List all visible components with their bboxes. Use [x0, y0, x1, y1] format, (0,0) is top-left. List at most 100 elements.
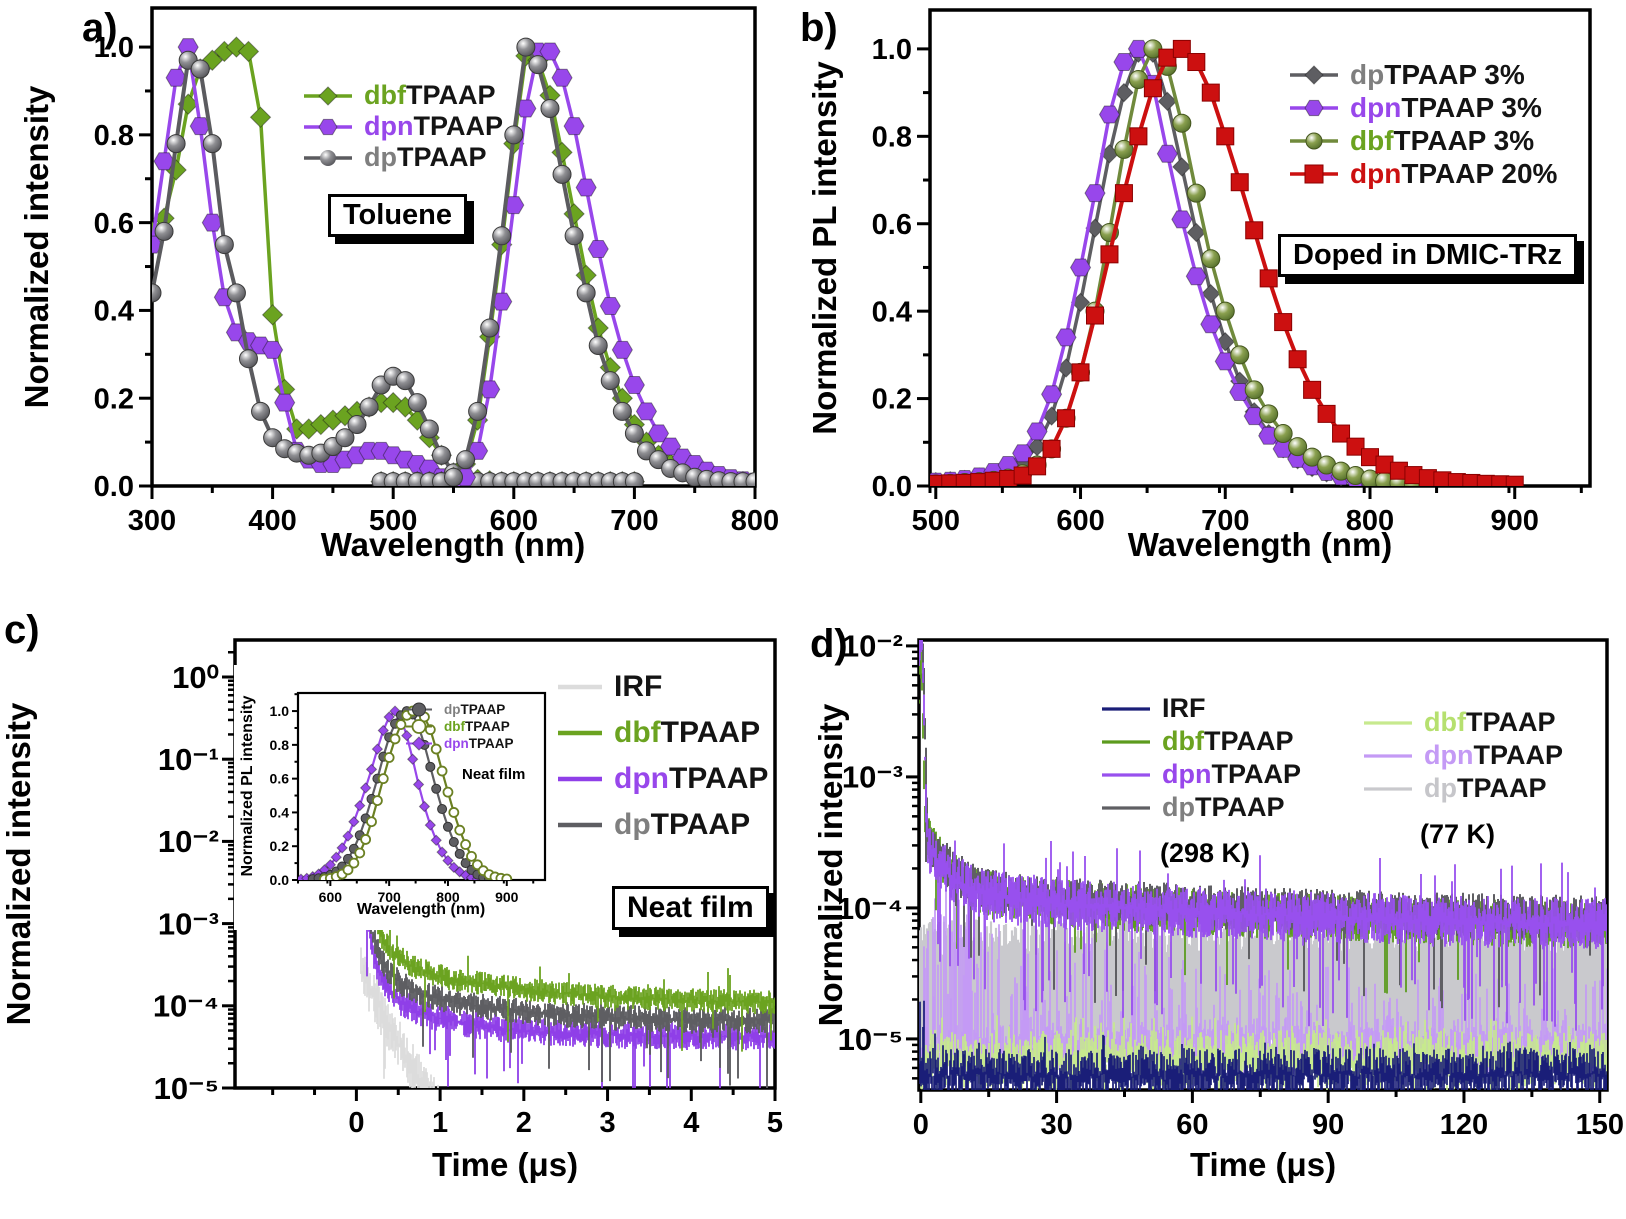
- panel-d-legend-77K: dbfTPAAP dpnTPAAP dpTPAAP (77 K): [1362, 706, 1563, 850]
- line-marker-icon: [1364, 786, 1412, 791]
- svg-text:0: 0: [913, 1109, 929, 1141]
- panel-a-annotation: Toluene: [328, 194, 468, 237]
- legend-item-0: dpTPAAP: [404, 701, 514, 718]
- legend-item-0: IRF: [556, 664, 768, 710]
- svg-text:Time (μs): Time (μs): [1190, 1146, 1336, 1183]
- svg-text:0.6: 0.6: [872, 209, 912, 241]
- svg-text:10⁻¹: 10⁻¹: [158, 742, 219, 777]
- legend-item-label: IRF: [614, 670, 663, 703]
- panel-c: c) 0 1 2 3 4 5 10⁰ 10⁻¹ 10⁻² 10⁻³ 10⁻⁴ 10⁻⁵ Time (μs…: [0, 598, 790, 1219]
- panel-c-legend: IRF dbfTPAAP dpnTPAAP dpTPAAP: [556, 664, 768, 848]
- svg-text:90: 90: [1312, 1109, 1344, 1141]
- legend-item-3: dpnTPAAP 20%: [1288, 157, 1557, 190]
- panel-d-legend-298K: IRF dbfTPAAP dpnTPAAP dpTPAAP (298 K): [1100, 692, 1301, 869]
- svg-text:400: 400: [248, 505, 296, 537]
- legend-item-label: dpnTPAAP 3%: [1350, 91, 1542, 123]
- legend-item-1: dpnTPAAP: [302, 111, 503, 142]
- panel-b: b) 500 600 700 800 900 0.0 0.2 0.4 0.6 0.8 1.0 Wave…: [790, 0, 1626, 598]
- svg-text:900: 900: [1491, 505, 1539, 537]
- svg-text:Normalized intensity: Normalized intensity: [0, 702, 37, 1025]
- panel-d-plot: 0 30 60 90 120 150 10⁻² 10⁻³ 10⁻⁴ 10⁻⁵ Time (μs) No…: [812, 629, 1624, 1183]
- legend-item-label: dpnTPAAP: [1424, 740, 1563, 770]
- legend-item-1: dpnTPAAP 3%: [1288, 91, 1557, 124]
- legend-item-0: dpTPAAP 3%: [1288, 58, 1557, 91]
- svg-text:Normalized intensity: Normalized intensity: [812, 703, 849, 1026]
- line-marker-icon: [1102, 706, 1150, 711]
- legend-item-2: dpnTPAAP: [556, 756, 768, 802]
- line-marker-icon: [558, 776, 602, 782]
- svg-text:700: 700: [610, 505, 658, 537]
- legend-item-3: dpTPAAP: [1100, 791, 1301, 824]
- svg-text:500: 500: [369, 505, 417, 537]
- legend-caption-298K: (298 K): [1160, 838, 1251, 868]
- line-marker-icon: [558, 730, 602, 736]
- svg-text:5: 5: [767, 1107, 783, 1139]
- line-marker-icon: [558, 822, 602, 828]
- svg-text:0.0: 0.0: [94, 471, 134, 503]
- panel-a-plot: 300 400 500 600 700 800 0.0 0.2 0.4 0.6 0.8 1.0 Wave…: [18, 6, 779, 563]
- svg-text:1.0: 1.0: [872, 34, 912, 66]
- panel-a-legend: dbfTPAAP dpnTPAAP dpTPAAP: [302, 80, 503, 173]
- panel-c-inset-annotation: Neat film: [462, 766, 526, 783]
- diamond-marker-icon: [304, 85, 352, 106]
- legend-item-2: dpTPAAP: [302, 142, 503, 173]
- legend-item-label: dpnTPAAP: [444, 736, 514, 751]
- legend-item-label: dbfTPAAP: [364, 80, 496, 110]
- legend-item-2: dbfTPAAP 3%: [1288, 124, 1557, 157]
- circle-open-marker-icon: [406, 719, 432, 734]
- panel-c-annotation: Neat film: [612, 886, 769, 930]
- line-marker-icon: [1102, 739, 1150, 744]
- svg-text:0.4: 0.4: [94, 296, 134, 328]
- svg-text:10⁰: 10⁰: [172, 660, 219, 695]
- line-marker-icon: [1102, 772, 1150, 777]
- svg-text:10⁻⁵: 10⁻⁵: [154, 1071, 219, 1106]
- legend-item-2: dpnTPAAP: [404, 735, 514, 752]
- svg-text:10⁻³: 10⁻³: [842, 760, 903, 795]
- legend-item-1: dbfTPAAP: [1100, 725, 1301, 758]
- svg-text:150: 150: [1576, 1109, 1624, 1141]
- line-marker-icon: [558, 684, 602, 690]
- svg-text:300: 300: [128, 505, 176, 537]
- legend-item-label: dbfTPAAP: [1424, 707, 1556, 737]
- svg-text:10⁻⁵: 10⁻⁵: [838, 1022, 903, 1057]
- diamond-marker-icon: [1290, 64, 1338, 85]
- panel-c-plot: 0 1 2 3 4 5 10⁰ 10⁻¹ 10⁻² 10⁻³ 10⁻⁴ 10⁻⁵ Time (μs) No…: [0, 638, 783, 1183]
- svg-text:10⁻⁴: 10⁻⁴: [153, 989, 219, 1024]
- legend-item-3: dpTPAAP: [556, 802, 768, 848]
- hexagon-marker-icon: [304, 118, 352, 135]
- svg-text:Normalized PL intensity: Normalized PL intensity: [806, 61, 843, 435]
- legend-caption-77K: (77 K): [1420, 819, 1496, 849]
- svg-text:600: 600: [1056, 505, 1104, 537]
- panel-a-label: a): [82, 6, 118, 50]
- legend-item-label: dpnTPAAP: [614, 762, 769, 795]
- svg-text:800: 800: [731, 505, 779, 537]
- svg-text:30: 30: [1040, 1109, 1072, 1141]
- svg-text:0.2: 0.2: [872, 384, 912, 416]
- panel-b-legend: dpTPAAP 3% dpnTPAAP 3% dbfTPAAP 3% dpnTPAAP…: [1288, 58, 1557, 190]
- svg-text:0.2: 0.2: [94, 383, 134, 415]
- legend-item-label: dpTPAAP: [364, 142, 487, 172]
- legend-item-label: IRF: [1162, 693, 1206, 723]
- sphere-gray-marker-icon: [304, 149, 352, 166]
- svg-text:1: 1: [432, 1107, 448, 1139]
- panel-d: d) 0 30 60 90 120 150 10⁻² 10⁻³ 10⁻⁴ 10⁻⁵ Time (μs…: [790, 598, 1626, 1219]
- panel-c-inset-legend: dpTPAAP dbfTPAAP dpnTPAAP: [404, 701, 514, 752]
- svg-text:Wavelength (nm): Wavelength (nm): [321, 526, 586, 563]
- diamond-marker-icon: [406, 736, 432, 751]
- line-marker-icon: [1364, 720, 1412, 725]
- svg-text:2: 2: [516, 1107, 532, 1139]
- legend-item-label: dpTPAAP: [614, 808, 751, 841]
- panel-d-label: d): [810, 622, 848, 666]
- svg-text:Wavelength (nm): Wavelength (nm): [1128, 526, 1393, 563]
- svg-text:700: 700: [1201, 505, 1249, 537]
- svg-text:10⁻²: 10⁻²: [158, 824, 219, 859]
- panel-c-label: c): [4, 608, 40, 652]
- panel-b-annotation: Doped in DMIC-TRz: [1278, 234, 1578, 277]
- legend-item-label: dpnTPAAP 20%: [1350, 157, 1558, 189]
- panel-a: a) 300 400 500 600 700 800 0.0 0.2 0.4 0.6 0.8 1.0 W…: [0, 0, 790, 598]
- svg-text:Time (μs): Time (μs): [432, 1146, 578, 1183]
- circle-marker-icon: [406, 702, 432, 717]
- legend-item-0: dbfTPAAP: [1362, 706, 1563, 739]
- svg-text:500: 500: [912, 505, 960, 537]
